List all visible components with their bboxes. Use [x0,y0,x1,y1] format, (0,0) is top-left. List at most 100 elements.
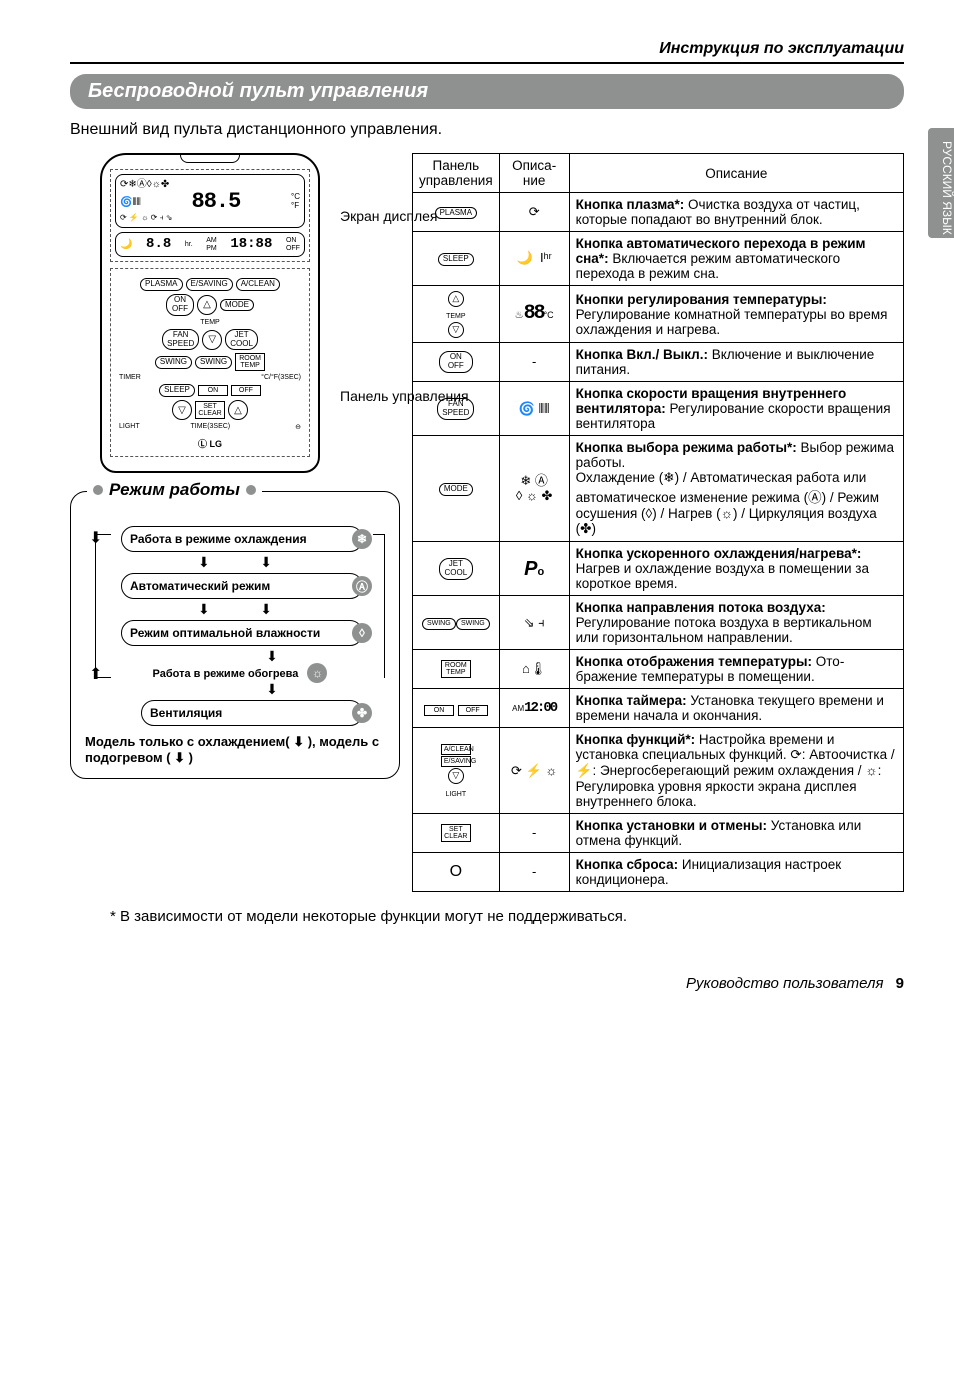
plasma-button[interactable]: PLASMA [140,278,182,291]
model-note: Модель только с охлаждением( ⬇ ), модель… [85,734,385,766]
sun-icon: ☼ [307,663,327,683]
mode-button[interactable]: MODE [220,299,254,312]
indicator-cell: ⟳ [499,193,569,232]
panel-cell: SET CLEAR [413,814,500,853]
timer-on-button[interactable]: ON [198,385,228,396]
mode-heating: Работа в режиме обогрева ☼ [131,663,349,683]
unit-label: °C°F [291,193,300,211]
description-cell: Кнопка плазма*: Очистка воздуха от части… [569,193,903,232]
panel-cell: MODE [413,436,500,542]
table-row: FAN SPEED🌀 ⫴⫴Кнопка скорости вращения вн… [413,382,904,436]
page-footer: Руководство пользователя 9 [70,975,904,992]
indicator-cell: ⌂🌡 [499,650,569,689]
table-row: △TEMP▽♨88°CКнопки регулирования температ… [413,286,904,343]
mode-humidity: Режим оптимальной влажности ◊ [121,620,363,646]
panel-cell: JET COOL [413,542,500,596]
table-row: ON OFFAM12:00Кнопка таймера: Установка т… [413,689,904,728]
table-row: SWINGSWING⇘ ⫞Кнопка направления потока в… [413,596,904,650]
description-cell: Кнопка скорости вращения внутрен­него ве… [569,382,903,436]
panel-leader-label: Панель управления [340,388,469,404]
description-cell: Кнопка таймера: Установка текущего време… [569,689,903,728]
description-cell: Кнопка ускоренного охлаждения/нагре­ва*:… [569,542,903,596]
indicator-cell: 🌀 ⫴⫴ [499,382,569,436]
mode-title: Режим работы [109,480,240,500]
fan-icon: ✤ [352,703,372,723]
table-row: ON OFF-Кнопка Вкл./ Выкл.: Включение и в… [413,343,904,382]
mode-vent: Вентиляция ✤ [141,700,363,726]
jetcool-button[interactable]: JET COOL [225,329,258,351]
table-row: A/CLEANE/SAVING▽LIGHT⟳ ⚡ ☼Кнопка функций… [413,728,904,814]
temp-up-button[interactable]: △ [197,295,217,315]
description-table: Панель управления Описа- ние Описание PL… [412,153,904,892]
mode-auto: Автоматический режим Ⓐ [121,573,363,599]
esaving-button[interactable]: E/SAVING [186,278,233,291]
th-desc: Описание [569,154,903,193]
description-cell: Кнопка отображения температуры: Ото­браж… [569,650,903,689]
remote-screen-area: ⟳❄Ⓐ◊☼✤ 🌀⫴⫴ 88.5 °C°F ⟳ ⚡ ☼ ⟳ ⫞ ⇘ [110,169,310,262]
screen-leader-label: Экран дисплея [340,208,438,224]
mode-diagram: Режим работы ⬇ ⬆ Работа в режиме охлажде… [70,491,400,779]
screen-icons-row: ⟳❄Ⓐ◊☼✤ [120,179,169,190]
swing-v-button[interactable]: SWING [195,356,232,369]
screen-small: 8.8 [146,237,171,252]
description-cell: Кнопка выбора режима работы*: Выбор режи… [569,436,903,542]
indicator-cell: ♨88°C [499,286,569,343]
description-cell: Кнопка Вкл./ Выкл.: Включение и выключен… [569,343,903,382]
timer-label: TIMER [119,374,141,381]
timer-icon: 🌙 [120,239,132,250]
aclean-button[interactable]: A/CLEAN [236,278,280,291]
panel-cell: SWINGSWING [413,596,500,650]
description-cell: Кнопка автоматического перехода в режим … [569,232,903,286]
indicator-cell: - [499,343,569,382]
th-indic: Описа- ние [499,154,569,193]
fanspeed-button[interactable]: FAN SPEED [162,329,199,351]
swing-h-button[interactable]: SWING [155,356,192,369]
screen-timer: 18:88 [230,237,272,252]
description-cell: Кнопки регулирования температуры: Регули… [569,286,903,343]
table-row: SET CLEAR-Кнопка установки и отмены: Уст… [413,814,904,853]
intro-text: Внешний вид пульта дистанционного управл… [70,121,904,139]
roomtemp-button[interactable]: ROOM TEMP [235,353,265,371]
temp-label: TEMP [115,319,305,326]
language-tab: РУССКИЙ ЯЗЫК [928,128,954,238]
light-up-button[interactable]: △ [228,400,248,420]
indicator-cell: 🌙 Iʰʳ [499,232,569,286]
temp-down-button[interactable]: ▽ [202,330,222,350]
panel-cell: O [413,853,500,892]
cf-label: °C/°F(3SEC) [261,374,301,381]
table-row: SLEEP🌙 IʰʳКнопка автоматического переход… [413,232,904,286]
section-title-bar: Беспроводной пульт управления [70,74,904,109]
table-row: PLASMA⟳Кнопка плазма*: Очистка воздуха о… [413,193,904,232]
indicator-cell: ⟳ ⚡ ☼ [499,728,569,814]
th-panel: Панель управления [413,154,500,193]
indicator-cell: ❄ Ⓐ ◊ ☼ ✤ [499,436,569,542]
panel-cell: △TEMP▽ [413,286,500,343]
auto-icon: Ⓐ [352,576,372,596]
setclear-button[interactable]: SET CLEAR [195,401,225,419]
screen-temp: 88.5 [192,190,241,214]
section-title: Беспроводной пульт управления [88,80,428,102]
panel-cell: ON OFF [413,343,500,382]
remote-illustration: ⟳❄Ⓐ◊☼✤ 🌀⫴⫴ 88.5 °C°F ⟳ ⚡ ☼ ⟳ ⫞ ⇘ [100,153,320,473]
light-down-button[interactable]: ▽ [172,400,192,420]
indicator-cell: ⇘ ⫞ [499,596,569,650]
indicator-cell: Po [499,542,569,596]
panel-cell: ROOM TEMP [413,650,500,689]
time3sec-label: TIME(3SEC) [190,423,230,431]
lg-logo: Ⓛ LG [115,437,305,450]
remote-control-panel: PLASMA E/SAVING A/CLEAN ON OFF △ MODE TE… [110,268,310,457]
sleep-button[interactable]: SLEEP [159,384,195,397]
description-cell: Кнопка сброса: Инициализация настроек ко… [569,853,903,892]
fan-bars-icon: 🌀⫴⫴ [120,197,141,208]
panel-cell: SLEEP [413,232,500,286]
panel-cell: ON OFF [413,689,500,728]
snowflake-icon: ❄ [352,529,372,549]
footnote: * В зависимости от модели некоторые функ… [110,908,904,925]
light-label: LIGHT [119,423,140,431]
onoff-button[interactable]: ON OFF [166,294,194,316]
indicator-cell: - [499,814,569,853]
timer-off-button[interactable]: OFF [231,385,261,396]
table-row: MODE❄ Ⓐ ◊ ☼ ✤Кнопка выбора режима работы… [413,436,904,542]
doc-header: Инструкция по эксплуатации [70,40,904,64]
indicator-cell: AM12:00 [499,689,569,728]
